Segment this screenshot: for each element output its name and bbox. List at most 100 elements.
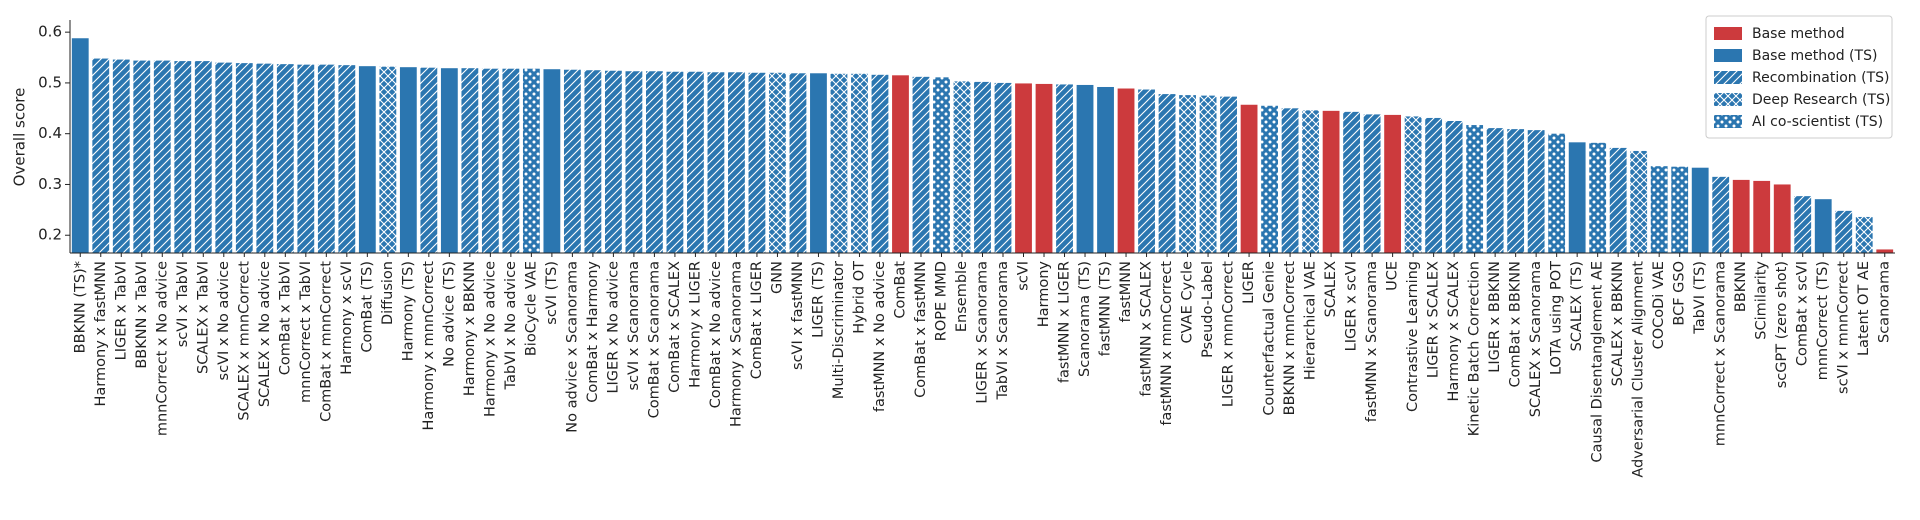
legend-swatch bbox=[1714, 49, 1742, 62]
x-tick-label: scGPT (zero shot) bbox=[1774, 261, 1790, 388]
x-tick-label: ComBat bbox=[892, 261, 908, 319]
x-tick-label: ComBat x fastMNN bbox=[913, 261, 929, 398]
y-axis-label: Overall score bbox=[11, 88, 29, 187]
x-tick-label: LOTA using POT bbox=[1549, 261, 1565, 375]
bar bbox=[1589, 142, 1607, 253]
x-tick-label: Diffusion bbox=[380, 261, 396, 325]
bar bbox=[1814, 199, 1832, 253]
x-tick-label: ComBat x No advice bbox=[708, 261, 724, 408]
x-tick-label: ComBat x Scanorama bbox=[646, 261, 662, 418]
bar bbox=[953, 81, 971, 254]
bar bbox=[1855, 216, 1873, 253]
y-tick-label: 0.5 bbox=[38, 73, 62, 91]
x-tick-label: GNN bbox=[769, 261, 785, 294]
bar bbox=[153, 60, 171, 254]
x-tick-label: Multi-Discriminator bbox=[831, 261, 847, 399]
x-tick-label: BCF GSO bbox=[1672, 261, 1688, 326]
x-tick-label: LIGER x No advice bbox=[605, 261, 621, 394]
x-tick-label: No advice (TS) bbox=[441, 261, 457, 367]
legend-swatch bbox=[1714, 71, 1742, 84]
bar bbox=[1097, 86, 1114, 253]
bar bbox=[1773, 184, 1791, 253]
bar bbox=[1712, 176, 1730, 253]
x-tick-label: Harmony x LIGER bbox=[687, 261, 703, 388]
x-tick-label: Hierarchical VAE bbox=[1303, 261, 1319, 380]
bar bbox=[1527, 130, 1545, 253]
x-tick-label: BioCycle VAE bbox=[523, 261, 539, 356]
bar bbox=[1466, 125, 1484, 253]
bar bbox=[1261, 105, 1278, 254]
bar bbox=[1630, 150, 1648, 253]
bar bbox=[584, 70, 602, 253]
bar bbox=[1076, 84, 1094, 253]
legend-label: Base method (TS) bbox=[1752, 48, 1877, 64]
bar bbox=[769, 72, 786, 254]
bar bbox=[1404, 116, 1422, 253]
x-tick-label: Scanorama (TS) bbox=[1077, 261, 1093, 377]
bar bbox=[174, 61, 192, 253]
bar bbox=[1732, 179, 1750, 253]
bar bbox=[1609, 147, 1627, 253]
x-tick-label: fastMNN x SCALEX bbox=[1139, 261, 1155, 397]
x-tick-label: Harmony x SCALEX bbox=[1446, 261, 1462, 402]
x-tick-label: UCE bbox=[1385, 261, 1401, 291]
bar bbox=[871, 74, 889, 253]
x-tick-label: SCimilarity bbox=[1754, 261, 1770, 340]
x-tick-label: LIGER x scVI bbox=[1344, 261, 1360, 351]
bar bbox=[112, 59, 130, 253]
bar bbox=[71, 38, 89, 253]
x-tick-label: LIGER x TabVI bbox=[113, 261, 129, 360]
x-tick-label: scVI x TabVI bbox=[175, 261, 191, 347]
legend-swatch bbox=[1714, 115, 1742, 128]
bar bbox=[789, 73, 807, 254]
bar bbox=[1015, 83, 1032, 253]
bar bbox=[892, 75, 909, 253]
x-tick-label: fastMNN (TS) bbox=[1098, 261, 1114, 356]
x-tick-label: Harmony x scVI bbox=[339, 261, 355, 375]
bar bbox=[748, 72, 766, 254]
x-tick-label: Harmony x fastMNN bbox=[93, 261, 109, 407]
bar bbox=[1507, 129, 1525, 253]
x-tick-label: Counterfactual Genie bbox=[1262, 261, 1278, 416]
bar bbox=[1199, 95, 1217, 253]
x-tick-label: LIGER x Scanorama bbox=[975, 261, 991, 404]
x-tick-label: Kinetic Batch Correction bbox=[1467, 261, 1483, 436]
x-tick-label: LIGER x SCALEX bbox=[1426, 261, 1442, 378]
bar bbox=[461, 68, 479, 253]
bar bbox=[604, 70, 622, 253]
x-tick-label: scVI x mnnCorrect bbox=[1836, 261, 1852, 394]
x-tick-label: Scanorama bbox=[1877, 261, 1893, 343]
legend-label: Recombination (TS) bbox=[1752, 70, 1889, 86]
x-tick-label: BBKNN x TabVI bbox=[134, 261, 150, 369]
bar bbox=[317, 64, 335, 254]
bar bbox=[256, 63, 274, 253]
bar bbox=[297, 64, 315, 254]
x-tick-label: Hybrid OT bbox=[851, 261, 867, 334]
bar bbox=[1281, 108, 1299, 253]
x-tick-label: SCALEX x Scanorama bbox=[1528, 261, 1544, 417]
x-tick-label: SCALEX x BBKNN bbox=[1610, 261, 1626, 386]
x-tick-label: BBKNN bbox=[1733, 261, 1749, 312]
x-tick-label: Harmony x BBKNN bbox=[462, 261, 478, 396]
x-tick-label: CVAE Cycle bbox=[1180, 261, 1196, 344]
x-tick-label: mnnCorrect (TS) bbox=[1815, 261, 1831, 380]
bar bbox=[646, 71, 663, 253]
bar bbox=[481, 68, 499, 253]
bar bbox=[215, 62, 233, 253]
x-tick-label: LIGER (TS) bbox=[810, 261, 826, 338]
bar bbox=[1158, 94, 1176, 253]
bar bbox=[687, 71, 704, 253]
x-tick-label: scVI x fastMNN bbox=[790, 261, 806, 370]
bar bbox=[1343, 111, 1361, 253]
x-tick-label: TabVI (TS) bbox=[1692, 261, 1708, 335]
bar bbox=[1671, 166, 1689, 253]
bar bbox=[1425, 117, 1443, 253]
legend-swatch bbox=[1714, 93, 1742, 106]
x-tick-label: LIGER bbox=[1241, 261, 1257, 304]
x-tick-label: mnnCorrect x Scanorama bbox=[1713, 261, 1729, 446]
x-tick-label: SCALEX x TabVI bbox=[195, 261, 211, 374]
x-tick-label: fastMNN x LIGER bbox=[1057, 261, 1073, 383]
x-tick-label: ComBat x Harmony bbox=[585, 261, 601, 403]
bar bbox=[707, 72, 725, 253]
bar bbox=[728, 72, 745, 253]
